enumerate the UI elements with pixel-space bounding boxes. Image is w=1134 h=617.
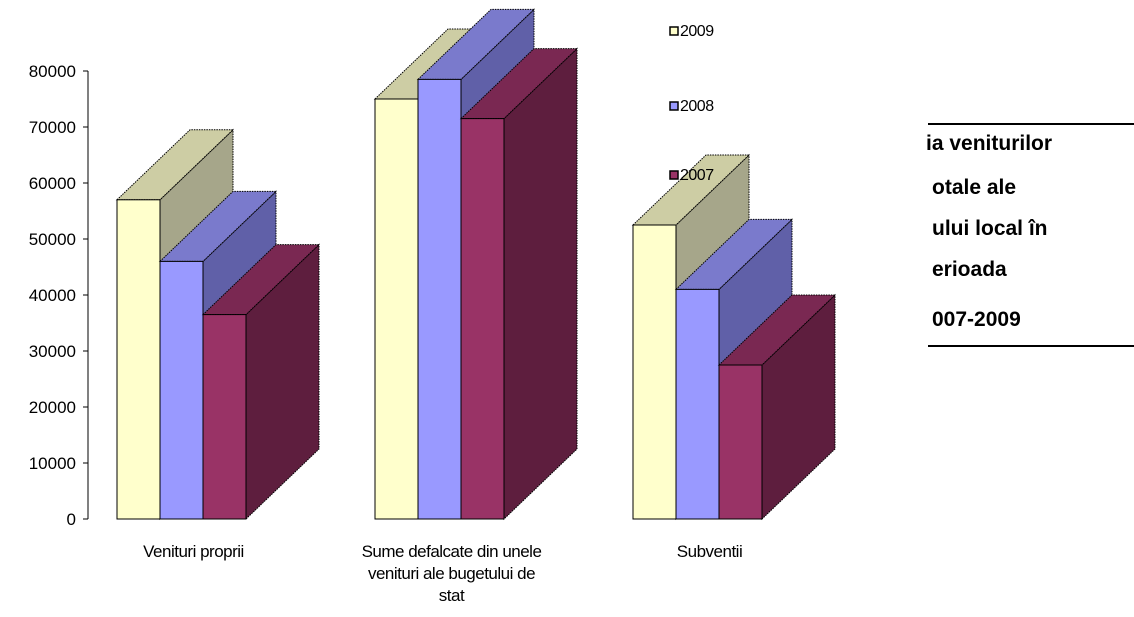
category-label: Subventii [677,542,742,561]
bar-front-face [159,260,204,520]
bar-top-face [674,218,794,290]
bar-front-face [675,288,720,520]
bar-front-face [374,98,419,520]
bar-side-face [503,47,578,521]
side-title-line: ului local în [932,217,1048,240]
side-title-line: ia veniturilor [926,132,1053,155]
side-title-line: 007-2009 [932,308,1021,331]
y-tick-label: 80000 [29,62,76,81]
bar-front-face [460,118,505,520]
legend-swatch-2009 [669,26,679,36]
bar-top-face [201,244,321,316]
side-title-line: otale ale [932,176,1017,199]
y-tick-label: 60000 [29,174,76,193]
bar-front-face [417,78,462,520]
y-tick-label: 0 [67,510,76,529]
bar-top-face [115,129,235,201]
bar-top-face [459,48,579,120]
y-tick-label: 30000 [29,342,76,361]
bars-group [115,8,837,521]
y-tick-label: 70000 [29,118,76,137]
bar-top-face [717,294,837,366]
legend-swatch-2008 [669,101,679,111]
bar-side-face [245,243,320,521]
side-title-panel: ia veniturilor otale ale ului local în e… [918,118,1134,348]
bar-2007 [459,47,579,521]
category-labels: Venituri proprii Sume defalcate din unele… [143,542,743,605]
category-label: stat [439,586,465,605]
y-tick-label: 10000 [29,454,76,473]
bar-top-face [416,8,536,80]
legend-label-2007: 2007 [680,167,714,184]
legend-swatch-2007 [669,170,679,180]
legend: 2009 2008 2007 [669,23,715,184]
bar-front-face [632,224,677,520]
bar-front-face [718,364,763,520]
bar-2007 [717,293,837,521]
y-tick-label: 40000 [29,286,76,305]
side-title-line: erioada [932,258,1007,281]
bar-front-face [116,199,161,520]
bar-top-face [158,190,278,262]
category-label: venituri ale bugetului de [368,564,535,583]
bar-top-face [631,154,751,226]
y-axis: 0 10000 20000 30000 40000 50000 60000 70000 8000… [29,62,89,529]
y-tick-label: 20000 [29,398,76,417]
bar-2007 [201,243,321,521]
legend-label-2009: 2009 [680,23,714,40]
top-rule [928,123,1134,125]
bottom-rule [928,345,1134,347]
y-tick-label: 50000 [29,230,76,249]
category-label: Sume defalcate din unele [362,542,542,561]
legend-label-2008: 2008 [680,98,714,115]
category-label: Venituri proprii [143,542,244,561]
bar-front-face [202,314,247,520]
